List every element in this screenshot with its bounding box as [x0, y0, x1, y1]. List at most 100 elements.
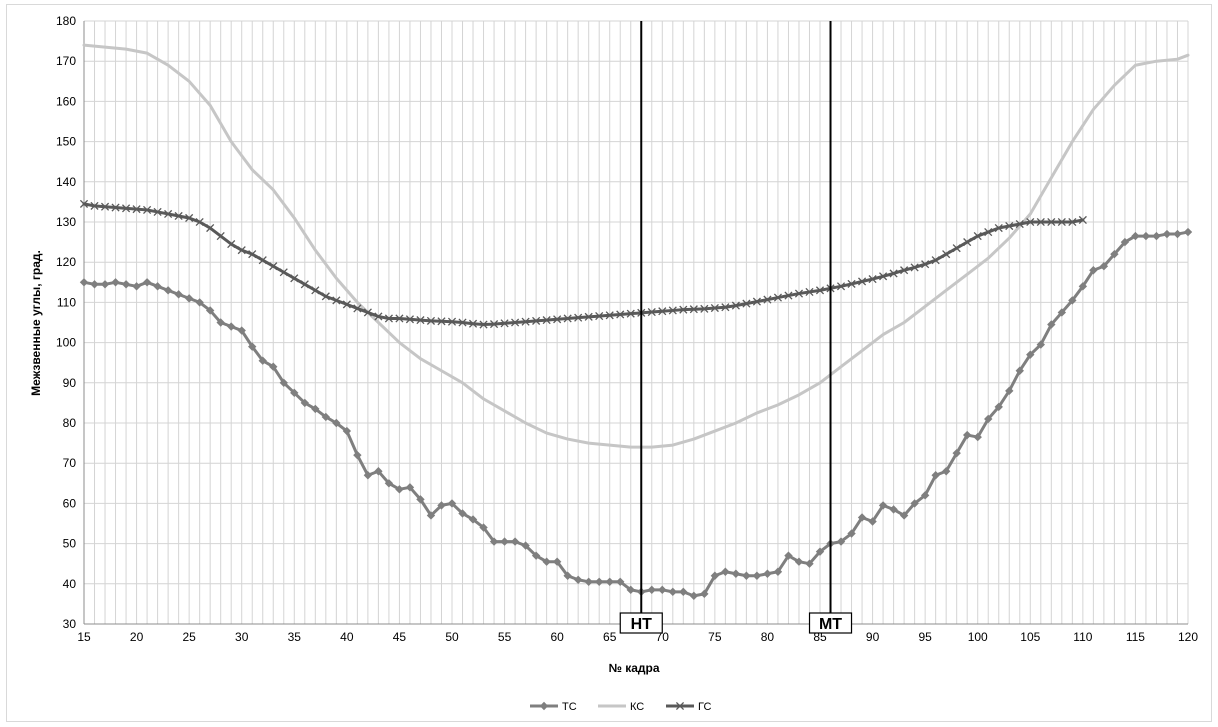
- data-point: [742, 571, 751, 580]
- x-marker-stroke: [605, 311, 614, 320]
- data-point: [815, 286, 825, 295]
- data-point: [100, 280, 110, 289]
- data-point: [900, 266, 909, 275]
- data-point: [563, 314, 572, 323]
- x-marker-stroke: [921, 260, 930, 269]
- data-point: [216, 232, 225, 241]
- data-point: [1089, 266, 1098, 275]
- series-layer: [79, 43, 1193, 601]
- data-point: [605, 577, 614, 586]
- data-point: [584, 577, 593, 586]
- x-marker-stroke: [143, 205, 152, 214]
- x-marker-stroke: [584, 312, 593, 321]
- data-point: [384, 314, 393, 323]
- x-marker-stroke: [426, 316, 436, 325]
- data-point: [342, 426, 352, 436]
- data-point: [206, 223, 215, 233]
- data-point: [1047, 217, 1056, 227]
- x-tick-label: 105: [1020, 630, 1040, 644]
- data-point: [500, 319, 509, 328]
- x-marker-stroke: [153, 207, 162, 217]
- data-point: [100, 202, 110, 211]
- x-marker-stroke: [395, 314, 404, 323]
- data-point: [290, 274, 299, 283]
- x-marker-stroke: [342, 300, 351, 309]
- x-marker-stroke: [616, 310, 625, 319]
- y-tick-label: 60: [63, 496, 77, 510]
- y-tick-label: 80: [63, 416, 77, 430]
- data-point: [237, 246, 246, 255]
- data-point: [984, 414, 993, 424]
- data-point: [395, 485, 404, 494]
- data-point: [1131, 231, 1140, 241]
- data-point: [321, 292, 330, 301]
- data-point: [805, 559, 814, 568]
- x-marker-stroke: [332, 296, 341, 305]
- x-marker-stroke: [595, 312, 604, 321]
- grid: [83, 20, 1189, 625]
- x-marker-stroke: [164, 209, 173, 219]
- legend-item: ТС: [530, 701, 577, 713]
- x-marker-stroke: [752, 297, 761, 306]
- x-tick-label: 95: [918, 630, 932, 644]
- x-marker-stroke: [500, 319, 509, 328]
- data-point: [416, 495, 425, 504]
- x-marker-stroke: [553, 315, 562, 324]
- series-line: [82, 43, 1190, 449]
- x-marker-stroke: [174, 211, 183, 221]
- x-marker-stroke: [532, 316, 541, 325]
- data-point: [878, 501, 888, 510]
- data-point: [531, 551, 541, 560]
- x-marker-stroke: [836, 282, 846, 291]
- data-point: [542, 557, 551, 566]
- data-point: [153, 207, 162, 217]
- x-marker-stroke: [952, 244, 961, 253]
- x-marker-stroke: [973, 232, 982, 241]
- data-point: [363, 471, 373, 480]
- data-point: [227, 322, 236, 331]
- data-point: [311, 404, 320, 414]
- data-point: [889, 505, 898, 514]
- data-point: [1120, 237, 1130, 247]
- y-tick-label: 40: [63, 577, 77, 591]
- x-tick-label: 35: [288, 630, 302, 644]
- x-marker-stroke: [668, 306, 677, 315]
- data-point: [1078, 282, 1088, 291]
- data-point: [437, 317, 446, 326]
- x-marker-stroke: [311, 286, 320, 295]
- data-point: [605, 311, 614, 320]
- data-point: [763, 295, 772, 304]
- data-point: [121, 204, 131, 213]
- data-point: [195, 217, 204, 227]
- data-point: [269, 262, 278, 271]
- x-marker-stroke: [1047, 217, 1056, 227]
- y-tick-label: 50: [63, 537, 77, 551]
- data-point: [132, 282, 141, 291]
- data-point: [710, 303, 719, 313]
- data-point: [489, 320, 499, 329]
- x-marker-stroke: [121, 204, 131, 213]
- data-point: [500, 537, 509, 546]
- data-point: [405, 483, 415, 492]
- x-marker-stroke: [521, 317, 530, 326]
- data-point: [216, 318, 225, 327]
- data-point: [1099, 262, 1109, 271]
- x-marker-stroke: [511, 318, 520, 327]
- data-point: [857, 513, 867, 522]
- x-marker-stroke: [206, 223, 215, 233]
- x-marker-stroke: [405, 315, 415, 324]
- data-point: [468, 515, 478, 524]
- x-marker-stroke: [963, 238, 972, 247]
- data-point: [90, 280, 99, 289]
- data-point: [879, 272, 888, 281]
- data-point: [847, 279, 856, 288]
- data-point: [279, 268, 288, 277]
- x-marker-stroke: [784, 291, 793, 300]
- data-point: [920, 491, 930, 500]
- data-point: [111, 203, 120, 212]
- data-point: [552, 557, 562, 566]
- data-point: [700, 589, 709, 599]
- x-tick-label: 90: [866, 630, 880, 644]
- data-point: [1026, 350, 1035, 359]
- data-point: [1057, 217, 1066, 227]
